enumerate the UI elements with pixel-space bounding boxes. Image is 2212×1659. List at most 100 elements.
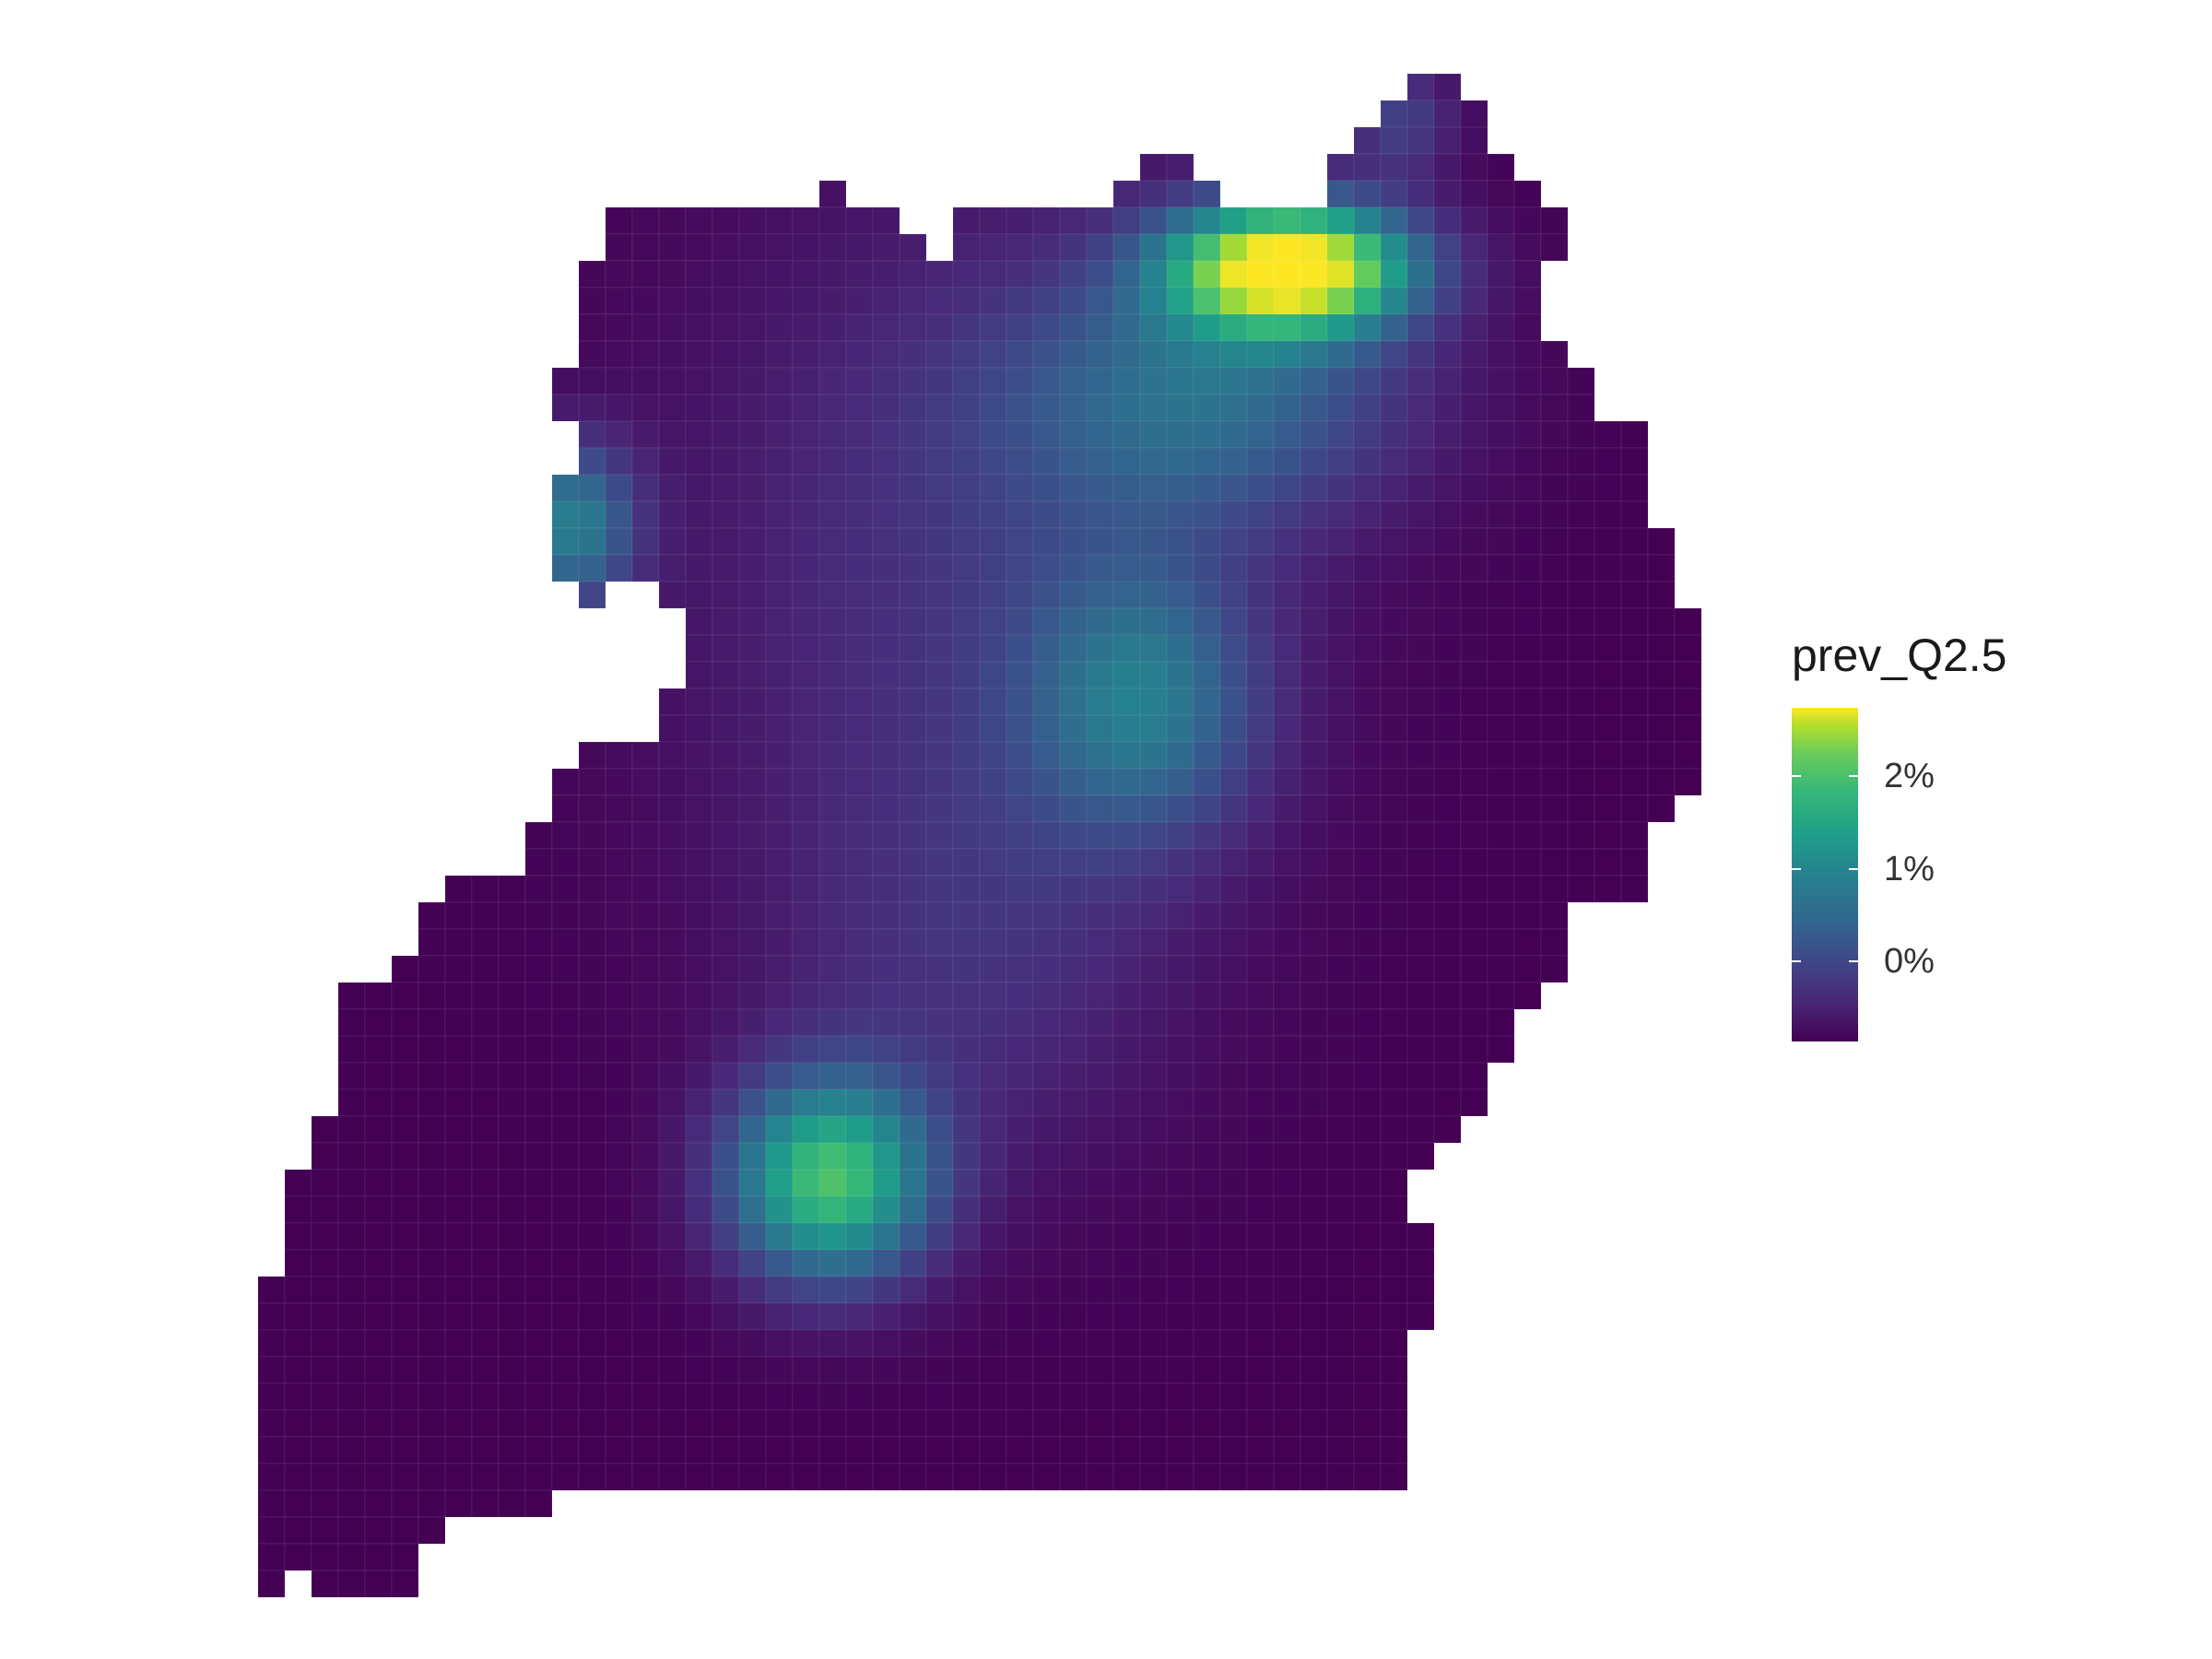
map-grid-cell [1139,340,1168,369]
map-grid-cell [1460,500,1488,529]
map-grid-cell [658,1329,687,1358]
map-grid-cell [391,1463,419,1491]
map-grid-cell [1059,233,1088,262]
map-grid-cell [792,848,820,877]
map-grid-cell [1513,688,1542,716]
map-grid-cell [792,928,820,957]
map-grid-cell [738,1356,767,1384]
map-grid-cell [845,1088,874,1117]
map-grid-cell [712,1249,740,1277]
map-grid-cell [1246,634,1275,663]
map-grid-cell [578,901,606,930]
map-grid-cell [1112,1329,1141,1358]
map-grid-cell [1219,955,1248,983]
map-grid-cell [1487,821,1515,850]
map-grid-cell [818,714,847,743]
map-grid-cell [712,1062,740,1090]
map-grid-cell [1380,1463,1408,1491]
map-grid-cell [1353,1088,1382,1117]
map-grid-cell [1460,1088,1488,1117]
map-grid-cell [631,340,660,369]
map-grid-cell [1166,634,1194,663]
map-grid-cell [1112,1062,1141,1090]
map-grid-cell [1059,901,1088,930]
map-grid-cell [1112,1222,1141,1251]
map-grid-cell [1032,1409,1061,1438]
map-grid-cell [605,1409,633,1438]
map-grid-cell [311,1436,339,1465]
map-grid-cell [1246,741,1275,770]
map-grid-cell [1353,901,1382,930]
map-grid-cell [1193,500,1221,529]
map-grid-cell [1567,581,1595,609]
map-grid-cell [1032,1382,1061,1411]
map-grid-cell [765,982,794,1010]
map-grid-cell [872,821,900,850]
map-grid-cell [1006,340,1034,369]
map-grid-cell [1139,1169,1168,1197]
map-grid-cell [712,768,740,796]
map-grid-cell [1006,1382,1034,1411]
map-grid-cell [1594,794,1622,823]
map-grid-cell [1674,661,1702,689]
map-grid-cell [1620,554,1649,582]
map-grid-cell [578,554,606,582]
map-grid-cell [444,1302,473,1331]
map-grid-cell [1139,848,1168,877]
map-grid-cell [845,233,874,262]
map-grid-cell [1326,1382,1355,1411]
map-grid-cell [685,1382,713,1411]
map-grid-cell [899,260,927,288]
map-grid-cell [1300,1088,1328,1117]
map-grid-cell [1112,741,1141,770]
legend-label-0pct: 0% [1884,942,1935,981]
map-grid-cell [1406,367,1435,395]
map-grid-cell [765,233,794,262]
map-grid-cell [631,1302,660,1331]
map-grid-cell [765,928,794,957]
map-grid-cell [979,1035,1007,1064]
map-grid-cell [1326,688,1355,716]
map-grid-cell [1353,982,1382,1010]
map-grid-cell [1353,153,1382,182]
map-grid-cell [337,1088,366,1117]
map-grid-cell [1006,527,1034,556]
map-grid-cell [925,741,954,770]
map-grid-cell [899,982,927,1010]
map-grid-cell [1567,688,1595,716]
map-grid-cell [658,1302,687,1331]
map-grid-cell [1300,1115,1328,1144]
map-grid-cell [1300,1409,1328,1438]
map-grid-cell [872,1008,900,1037]
map-grid-cell [1353,688,1382,716]
map-grid-cell [765,313,794,342]
legend-tick-left [1792,775,1801,777]
map-grid-cell [1059,875,1088,903]
map-grid-cell [1353,1115,1382,1144]
map-grid-cell [1487,180,1515,208]
map-grid-cell [1300,607,1328,636]
map-grid-cell [1219,1382,1248,1411]
map-grid-cell [631,1195,660,1224]
map-grid-cell [364,1463,393,1491]
map-grid-cell [925,1222,954,1251]
map-grid-cell [631,768,660,796]
map-grid-cell [605,1062,633,1090]
map-grid-cell [257,1543,286,1571]
map-grid-cell [1300,500,1328,529]
map-grid-cell [1112,527,1141,556]
map-grid-cell [1139,180,1168,208]
map-grid-cell [1193,233,1221,262]
map-grid-cell [1300,260,1328,288]
map-grid-cell [818,554,847,582]
map-grid-cell [1273,287,1301,315]
map-grid-cell [605,420,633,449]
map-grid-cell [1460,688,1488,716]
map-grid-cell [1380,714,1408,743]
map-grid-cell [418,1249,446,1277]
map-grid-cell [818,607,847,636]
map-grid-cell [925,313,954,342]
map-grid-cell [1300,527,1328,556]
map-grid-cell [1674,714,1702,743]
map-grid-cell [685,420,713,449]
